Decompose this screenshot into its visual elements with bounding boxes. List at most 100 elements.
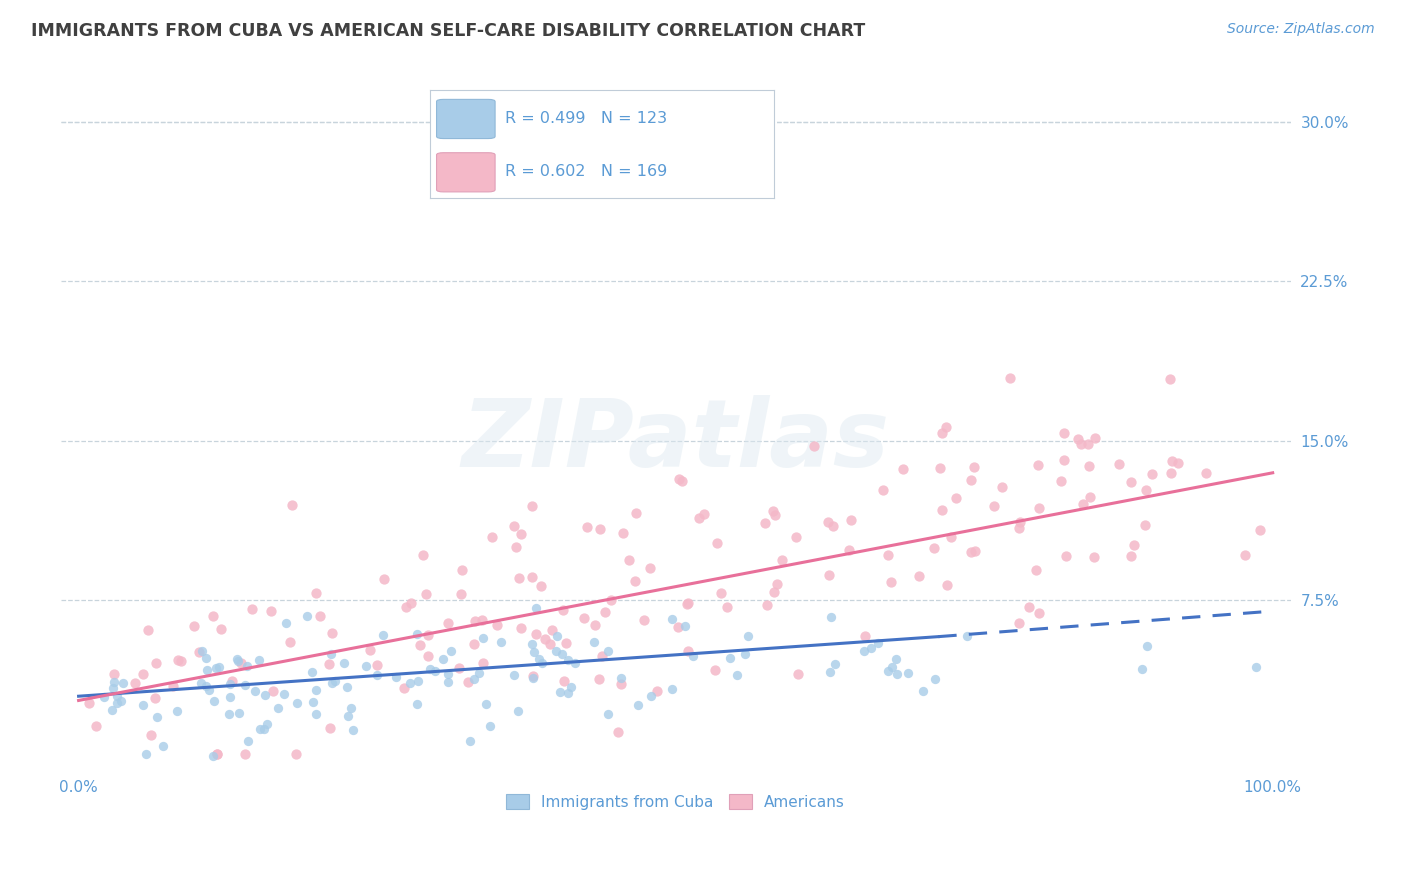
Point <box>197 683 219 698</box>
Point <box>524 600 547 615</box>
Point <box>139 728 162 742</box>
Point <box>560 680 582 694</box>
Point <box>880 660 903 674</box>
Point <box>520 637 543 651</box>
Point <box>463 637 485 651</box>
Point <box>398 676 420 690</box>
Point <box>218 690 240 705</box>
Point <box>187 645 209 659</box>
Point <box>229 656 252 670</box>
Point <box>1083 549 1105 564</box>
Point <box>247 653 270 667</box>
Point <box>1136 640 1159 654</box>
Point <box>610 677 633 691</box>
Point <box>574 611 596 625</box>
Point <box>600 593 623 607</box>
Point <box>963 544 986 558</box>
Point <box>249 722 271 736</box>
Point <box>617 552 640 566</box>
Point <box>190 644 212 658</box>
Point <box>1077 437 1099 451</box>
Point <box>219 677 242 691</box>
Point <box>509 527 531 541</box>
Point <box>136 624 159 638</box>
Point <box>505 540 527 554</box>
Point <box>929 461 952 475</box>
Point <box>1123 538 1146 552</box>
Point <box>301 665 323 680</box>
Point <box>589 522 612 536</box>
Point <box>468 666 491 681</box>
Point <box>998 370 1021 384</box>
Point <box>506 704 529 718</box>
Point <box>218 707 240 722</box>
Point <box>1159 371 1181 385</box>
Point <box>278 634 301 648</box>
Point <box>437 675 460 690</box>
Point <box>922 541 945 556</box>
Point <box>235 747 257 761</box>
Point <box>912 684 935 698</box>
Point <box>544 644 567 658</box>
Point <box>273 687 295 701</box>
Point <box>770 552 793 566</box>
Point <box>162 679 184 693</box>
Point <box>202 609 225 624</box>
Point <box>1028 606 1050 620</box>
Point <box>205 747 228 761</box>
Point <box>718 650 741 665</box>
Text: Source: ZipAtlas.com: Source: ZipAtlas.com <box>1227 22 1375 37</box>
Point <box>323 673 346 688</box>
Point <box>1054 549 1077 564</box>
Point <box>464 614 486 628</box>
Point <box>260 604 283 618</box>
Point <box>105 697 128 711</box>
Point <box>598 644 620 658</box>
Point <box>209 623 232 637</box>
Point <box>676 596 699 610</box>
Point <box>1070 436 1092 450</box>
Point <box>1053 453 1076 467</box>
Point <box>1008 521 1031 535</box>
Point <box>256 717 278 731</box>
Point <box>336 680 359 694</box>
Point <box>406 673 429 688</box>
Point <box>236 734 259 748</box>
Point <box>884 652 907 666</box>
Point <box>576 519 599 533</box>
Point <box>384 670 406 684</box>
Point <box>359 642 381 657</box>
Point <box>447 661 470 675</box>
Point <box>475 698 498 712</box>
Point <box>228 706 250 720</box>
Point <box>274 615 297 630</box>
Point <box>960 474 983 488</box>
Point <box>432 652 454 666</box>
Point <box>897 665 920 680</box>
Point <box>610 672 633 686</box>
Point <box>765 577 787 591</box>
Point <box>548 685 571 699</box>
Point <box>457 674 479 689</box>
Point <box>530 578 553 592</box>
Point <box>406 626 429 640</box>
Point <box>423 664 446 678</box>
Point <box>546 629 568 643</box>
Point <box>785 530 807 544</box>
Point <box>877 548 900 562</box>
Point <box>522 671 544 685</box>
Point <box>520 499 543 513</box>
Point <box>931 502 953 516</box>
Point <box>1160 466 1182 480</box>
Point <box>111 676 134 690</box>
Point <box>1234 549 1257 563</box>
Point <box>612 525 634 540</box>
Point <box>132 698 155 712</box>
Point <box>538 637 561 651</box>
Point <box>436 615 458 630</box>
Point <box>502 667 524 681</box>
Point <box>321 676 343 690</box>
Point <box>321 626 343 640</box>
Text: ZIPatlas: ZIPatlas <box>461 394 890 487</box>
Point <box>762 584 785 599</box>
